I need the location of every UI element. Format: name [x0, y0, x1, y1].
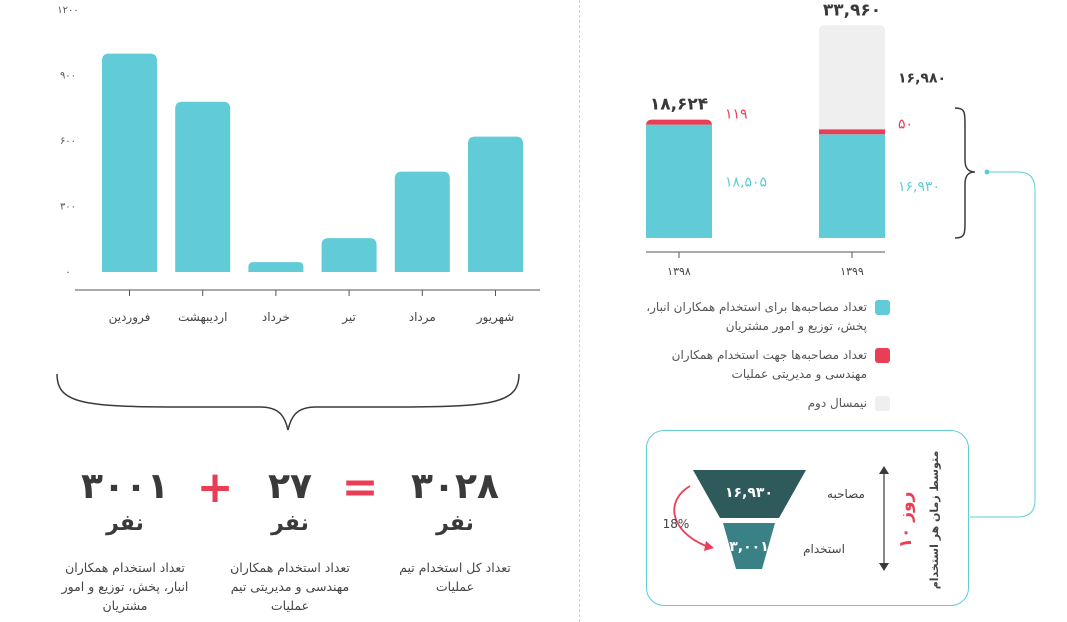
- segment-value-label: ۵۰: [898, 116, 913, 132]
- y-tick-label: ۳۰۰: [60, 202, 76, 213]
- bar-6: [468, 136, 523, 272]
- legend-item-second-half: نیمسال دوم: [640, 394, 890, 413]
- avg-hire-time-caption: متوسط زمان هر استخدام: [928, 451, 941, 590]
- equals-sign: =: [341, 462, 379, 513]
- legend-label: تعداد مصاحبه‌ها جهت استخدام همکاران مهند…: [671, 348, 867, 381]
- engineering-hire-unit: نفر: [271, 511, 309, 536]
- brace-right: [954, 107, 976, 239]
- stack-segment: [819, 25, 885, 130]
- stack-segment: [646, 119, 712, 126]
- segment-value-label: ۱۶,۹۸۰: [898, 70, 946, 86]
- bar-2: [175, 101, 231, 272]
- funnel-stage-interview: [693, 470, 806, 518]
- legend: تعداد مصاحبه‌ها برای استخدام همکاران انب…: [640, 298, 890, 413]
- bar-4: [321, 238, 377, 272]
- engineering-hire-count: ۲۷: [268, 466, 312, 507]
- x-category-label: اردیبهشت: [178, 310, 227, 325]
- stack-segment: [819, 129, 885, 135]
- x-category-label: شهریور: [476, 310, 515, 325]
- warehouse-hire-count: ۳۰۰۱: [81, 466, 169, 507]
- total-hire-count: ۳۰۲۸: [411, 466, 499, 507]
- funnel-hire-label: استخدام: [803, 542, 845, 556]
- total-hire-unit: نفر: [436, 511, 474, 536]
- bar-1: [102, 53, 157, 272]
- legend-item-warehouse: تعداد مصاحبه‌ها برای استخدام همکاران انب…: [640, 298, 890, 336]
- total-value-label: ۱۸,۶۲۴: [650, 95, 708, 115]
- y-tick-label: ۱۲۰۰: [57, 5, 78, 16]
- brace-left: [56, 373, 520, 431]
- legend-label: نیمسال دوم: [807, 396, 867, 410]
- funnel-interview-value: ۱۶,۹۳۰: [725, 485, 773, 501]
- y-tick-label: ۹۰۰: [60, 71, 76, 82]
- segment-value-label: ۱۱۹: [725, 107, 748, 123]
- stack-segment: [819, 134, 885, 238]
- legend-swatch: [875, 396, 890, 411]
- x-category-label: مرداد: [409, 310, 436, 325]
- bar-3: [248, 262, 304, 272]
- yearly-stacked-chart: ۱۸,۵۰۵ ۱۱۹ ۱۸,۶۲۴ ۱۳۹۸ ۱۶,۹۳۰ ۵۰ ۱۶,۹۸۰ ۳۳,۹۶۰ ۱…: [646, 0, 976, 278]
- funnel-hire-value: ۳,۰۰۱: [729, 539, 769, 555]
- total-value-label: ۳۳,۹۶۰: [823, 0, 881, 20]
- hiring-funnel: ۱۶,۹۳۰ ۳,۰۰۱ مصاحبه استخدام 18% ۱۰ روز م…: [663, 451, 941, 590]
- warehouse-hire-unit: نفر: [106, 511, 144, 536]
- x-category-label: فروردین: [109, 310, 151, 325]
- funnel-stage-hire: [723, 523, 775, 569]
- total-hire-desc: تعداد کل استخدام تیم عملیات: [399, 560, 511, 594]
- y-tick-label: ۰: [65, 267, 70, 278]
- plus-sign: +: [196, 462, 234, 513]
- legend-label: تعداد مصاحبه‌ها برای استخدام همکاران انب…: [646, 300, 867, 333]
- x-category-label: ۱۳۹۹: [840, 265, 864, 278]
- avg-hire-time: ۱۰ روز: [896, 492, 916, 549]
- segment-value-label: ۱۸,۵۰۵: [725, 174, 767, 190]
- conversion-rate: 18%: [663, 517, 690, 531]
- y-tick-label: ۶۰۰: [60, 136, 76, 147]
- warehouse-hire-desc: تعداد استخدام همکاران انبار، پخش، توزیع …: [61, 560, 189, 613]
- legend-swatch: [875, 300, 890, 315]
- legend-swatch: [875, 348, 890, 363]
- segment-value-label: ۱۶,۹۳۰: [898, 179, 940, 195]
- monthly-bar-chart: ۰ ۳۰۰ ۶۰۰ ۹۰۰ ۱۲۰۰ فروردین اردیبهشت خرداد تیر مرد…: [57, 5, 540, 325]
- engineering-hire-desc: تعداد استخدام همکاران مهندسی و مدیریتی ت…: [230, 560, 350, 613]
- funnel-box: [646, 430, 969, 606]
- stack-segment: [646, 124, 712, 238]
- bar-5: [394, 171, 450, 272]
- x-category-label: ۱۳۹۸: [667, 265, 691, 278]
- connector-line: [970, 169, 1036, 518]
- funnel-interview-label: مصاحبه: [827, 487, 865, 501]
- x-category-label: خرداد: [262, 310, 290, 325]
- x-category-label: تیر: [341, 310, 356, 325]
- legend-item-engineering: تعداد مصاحبه‌ها جهت استخدام همکاران مهند…: [640, 346, 890, 384]
- panel-divider: [579, 0, 580, 622]
